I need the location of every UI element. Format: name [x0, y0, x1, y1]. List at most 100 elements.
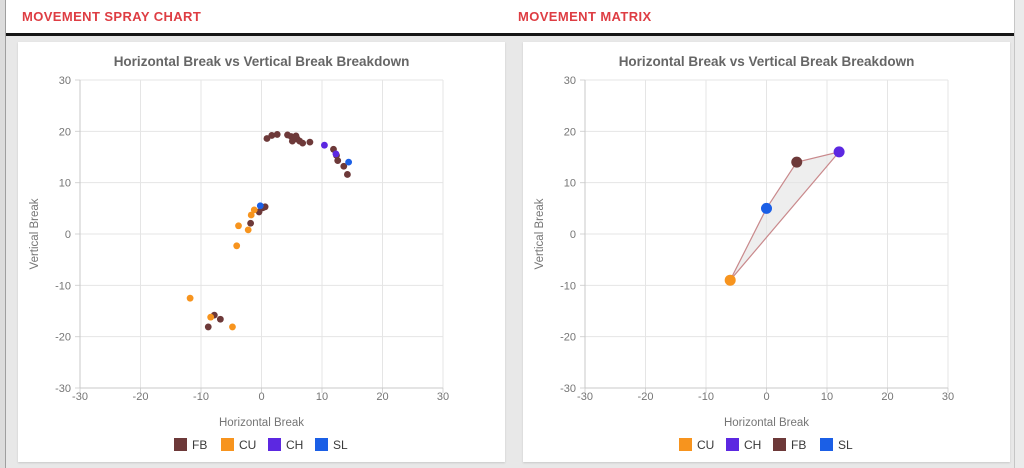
matrix-chart-card: -30 -20 -10 0 10 20 30 -30 -20 -10 0 10 20 30 Horizont…: [523, 42, 1010, 462]
scatter-point-CH[interactable]: [332, 150, 340, 158]
spray-chart-card: -30 -20 -10 0 10 20 30 -30 -20 -10 0 10 20 30 Horizont…: [18, 42, 505, 462]
y-tick-label: -30: [55, 383, 71, 395]
legend-label-CH: CH: [286, 438, 303, 452]
legend-label-CH: CH: [744, 438, 761, 452]
chart-title: Horizontal Break vs Vertical Break Break…: [619, 54, 915, 69]
x-axis-label: Horizontal Break: [724, 417, 809, 429]
scatter-point-CU[interactable]: [233, 242, 241, 250]
legend-item-SL[interactable]: SL: [820, 438, 853, 452]
scatter-point-CH[interactable]: [321, 141, 328, 149]
legend-label-CU: CU: [697, 438, 714, 452]
x-tick-label: 0: [763, 391, 769, 403]
x-tick-label: -20: [133, 391, 149, 403]
y-axis-label: Vertical Break: [534, 198, 546, 269]
y-tick-label: -20: [560, 332, 576, 344]
scatter-point-FB[interactable]: [216, 315, 224, 323]
scatter-point-FB[interactable]: [273, 131, 281, 138]
scatter-point-CU[interactable]: [247, 211, 255, 219]
legend-item-CU[interactable]: CU: [221, 438, 256, 452]
legend-item-CU[interactable]: CU: [679, 438, 714, 452]
x-tick-label: -30: [577, 391, 593, 403]
x-tick-label: 30: [437, 391, 449, 403]
x-tick-label: 20: [376, 391, 388, 403]
y-tick-label: 0: [570, 229, 576, 241]
y-tick-label: 10: [59, 178, 71, 190]
movement-matrix-chart-svg: -30 -20 -10 0 10 20 30 -30 -20 -10 0 10 20 30 Horizont…: [534, 54, 954, 452]
legend-swatch-SL: [315, 438, 328, 451]
scatter-point-CH[interactable]: [833, 146, 845, 158]
scatter-point-FB[interactable]: [288, 137, 296, 145]
legend-label-FB: FB: [791, 438, 806, 452]
scatter-point-CU[interactable]: [186, 294, 194, 302]
x-tick-label: 20: [881, 391, 893, 403]
y-tick-label: 30: [59, 75, 71, 87]
scatter-point-CU[interactable]: [244, 226, 252, 234]
scatter-point-FB[interactable]: [791, 156, 803, 168]
x-tick-label: 0: [258, 391, 264, 403]
y-tick-label: 30: [564, 75, 576, 87]
scatter-point-SL[interactable]: [345, 158, 353, 166]
scatter-point-FB[interactable]: [268, 132, 276, 139]
y-tick-label: 20: [564, 126, 576, 138]
legend-swatch-SL: [820, 438, 833, 451]
y-tick-label: 10: [564, 178, 576, 190]
legend-item-CH[interactable]: CH: [268, 438, 303, 452]
section-header-movement-matrix[interactable]: MOVEMENT MATRIX: [518, 9, 652, 24]
left-edge-strip: [0, 0, 6, 468]
scatter-point-FB[interactable]: [247, 219, 255, 227]
x-tick-label: -20: [638, 391, 654, 403]
legend-label-CU: CU: [239, 438, 256, 452]
legend-label-FB: FB: [192, 438, 207, 452]
section-divider-line: [6, 33, 1014, 36]
legend-swatch-CH: [268, 438, 281, 451]
matrix-chart-canvas[interactable]: -30 -20 -10 0 10 20 30 -30 -20 -10 0 10 20 30 Horizont…: [523, 42, 1010, 462]
scatter-point-FB[interactable]: [306, 138, 314, 146]
section-header-bar: MOVEMENT SPRAY CHART MOVEMENT MATRIX: [6, 0, 1014, 33]
x-axis-label: Horizontal Break: [219, 417, 304, 429]
y-tick-label: -10: [55, 280, 71, 292]
scatter-point-FB[interactable]: [340, 162, 348, 170]
legend-item-CH[interactable]: CH: [726, 438, 761, 452]
x-tick-label: 10: [821, 391, 833, 403]
legend-item-SL[interactable]: SL: [315, 438, 348, 452]
y-tick-label: -10: [560, 280, 576, 292]
scatter-point-FB[interactable]: [334, 157, 342, 164]
legend-item-FB[interactable]: FB: [174, 438, 207, 452]
legend-swatch-FB: [174, 438, 187, 451]
y-tick-label: 20: [59, 126, 71, 138]
legend-swatch-CU: [679, 438, 692, 451]
y-tick-label: -30: [560, 383, 576, 395]
x-tick-label: 30: [942, 391, 954, 403]
right-scrollbar-track[interactable]: [1014, 0, 1024, 468]
x-tick-label: -10: [698, 391, 714, 403]
section-header-movement-spray-chart[interactable]: MOVEMENT SPRAY CHART: [22, 9, 202, 24]
scatter-point-SL[interactable]: [761, 202, 772, 214]
scatter-point-FB[interactable]: [204, 323, 212, 331]
scatter-point-FB[interactable]: [263, 135, 271, 142]
scatter-point-FB[interactable]: [292, 132, 300, 140]
scatter-point-FB[interactable]: [299, 139, 307, 147]
legend-label-SL: SL: [333, 438, 348, 452]
scatter-point-SL[interactable]: [256, 202, 264, 210]
y-axis-label: Vertical Break: [29, 198, 41, 269]
scatter-point-CU[interactable]: [207, 313, 215, 321]
legend-swatch-CH: [726, 438, 739, 451]
y-tick-label: 0: [65, 229, 71, 241]
scatter-point-CU[interactable]: [229, 323, 236, 331]
x-tick-label: -10: [193, 391, 209, 403]
scatter-point-CU[interactable]: [235, 222, 242, 230]
chart-title: Horizontal Break vs Vertical Break Break…: [114, 54, 410, 69]
x-tick-label: 10: [316, 391, 328, 403]
x-tick-label: -30: [72, 391, 88, 403]
movement-spray-chart-svg: -30 -20 -10 0 10 20 30 -30 -20 -10 0 10 20 30 Horizont…: [29, 54, 449, 452]
legend-label-SL: SL: [838, 438, 853, 452]
movement-polygon: [729, 150, 841, 281]
spray-chart-canvas[interactable]: -30 -20 -10 0 10 20 30 -30 -20 -10 0 10 20 30 Horizont…: [18, 42, 505, 462]
scatter-point-FB[interactable]: [344, 171, 351, 178]
legend-swatch-CU: [221, 438, 234, 451]
legend-item-FB[interactable]: FB: [773, 438, 806, 452]
scatter-point-CU[interactable]: [250, 206, 258, 214]
legend-swatch-FB: [773, 438, 786, 451]
scatter-point-CU[interactable]: [724, 274, 736, 286]
y-tick-label: -20: [55, 332, 71, 344]
